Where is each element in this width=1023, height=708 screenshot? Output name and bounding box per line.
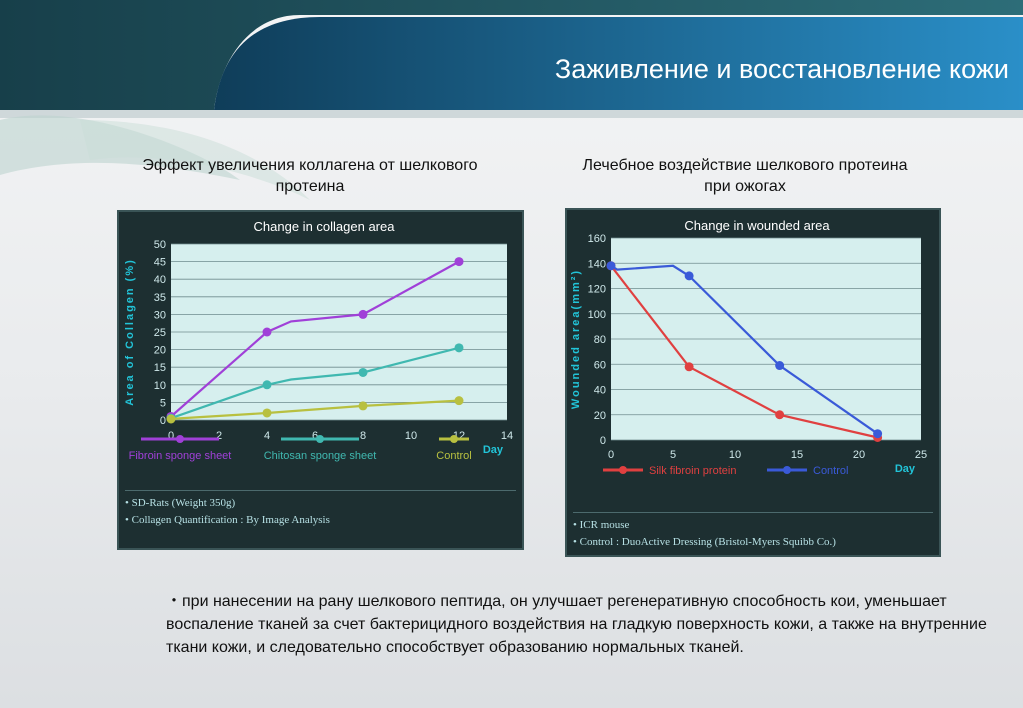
legend-label: Control [813,465,848,477]
summary-text: ・при нанесении на рану шелкового пептида… [166,593,987,656]
series-line [610,265,878,439]
y-tick-label: 40 [154,274,166,286]
x-tick-label: 14 [501,430,513,442]
y-tick-label: 120 [588,284,606,296]
y-tick-label: 45 [154,257,166,269]
data-point [684,362,694,372]
x-tick-label: 25 [915,449,927,461]
x-tick-label: 15 [791,449,803,461]
wound-notes: • ICR mouse • Control : DuoActive Dressi… [573,512,933,551]
y-tick-label: 60 [594,359,606,371]
x-axis-label: Day [483,444,504,456]
y-tick-label: 5 [160,397,166,409]
data-point [358,401,368,411]
data-point [454,396,464,406]
data-point [775,410,785,420]
x-tick-label: 0 [168,430,174,442]
wound-chart: Change in wounded area020406080100120140… [570,218,927,477]
data-point [684,271,694,281]
collagen-note-1: • SD-Rats (Weight 350g) [125,497,236,509]
collagen-chart: Change in collagen area05101520253035404… [124,219,513,462]
y-axis-label: Area of Collagen (%) [124,258,136,406]
legend-label: Fibroin sponge sheet [129,450,232,462]
x-axis-label: Day [895,463,916,475]
data-point [454,257,464,267]
x-tick-label: 8 [360,430,366,442]
x-tick-label: 6 [312,430,318,442]
data-point [262,327,272,337]
slide-title: Заживление и восстановление кожи [554,54,1009,84]
y-tick-label: 40 [594,385,606,397]
collagen-note-2: • Collagen Quantification : By Image Ana… [125,514,330,526]
y-tick-label: 25 [154,327,166,339]
y-tick-label: 160 [588,233,606,245]
y-tick-label: 20 [594,410,606,422]
left-chart-caption: Эффект увеличения коллагена от шелкового… [142,157,478,195]
wound-note-1: • ICR mouse [573,519,630,531]
legend-marker [316,435,324,443]
y-tick-label: 10 [154,380,166,392]
data-point [606,261,616,271]
data-point [358,367,368,377]
x-tick-label: 10 [405,430,417,442]
data-point [262,380,272,390]
x-tick-label: 0 [608,449,614,461]
series-line [170,346,460,420]
legend-marker [783,466,791,474]
legend-marker [176,435,184,443]
right-chart-caption: Лечебное воздействие шелкового протеина … [582,157,908,195]
y-tick-label: 50 [154,239,166,251]
y-tick-label: 140 [588,258,606,270]
y-tick-label: 80 [594,334,606,346]
series-line [610,264,879,435]
y-tick-label: 35 [154,292,166,304]
chart-title: Change in wounded area [684,218,830,233]
data-point [166,414,176,424]
y-tick-label: 30 [154,309,166,321]
y-axis-label: Wounded area(mm²) [570,269,582,409]
y-tick-label: 0 [160,415,166,427]
series-line [170,260,460,418]
legend-label: Silk fibroin protein [649,465,736,477]
y-tick-label: 20 [154,345,166,357]
legend-label: Chitosan sponge sheet [264,450,377,462]
collagen-chart-panel: Change in collagen area 0 5 10 15 20 25 30 35 40 4… [117,210,524,550]
chart-title: Change in collagen area [254,219,396,234]
data-point [873,429,883,439]
data-point [262,408,272,418]
data-point [775,361,785,371]
x-tick-label: 2 [216,430,222,442]
data-point [358,309,368,319]
x-tick-label: 20 [853,449,865,461]
wound-chart-panel: Change in wounded area 0 20 40 60 80 100 120 140… [565,208,941,557]
series-line [170,399,460,420]
legend-marker [450,435,458,443]
y-tick-label: 0 [600,435,606,447]
y-tick-label: 15 [154,362,166,374]
legend-label: Control [436,450,471,462]
legend-marker [619,466,627,474]
y-tick-label: 100 [588,309,606,321]
x-tick-label: 5 [670,449,676,461]
x-tick-label: 10 [729,449,741,461]
collagen-notes: • SD-Rats (Weight 350g) • Collagen Quant… [125,490,516,529]
x-tick-label: 4 [264,430,270,442]
wound-note-2: • Control : DuoActive Dressing (Bristol-… [573,536,836,548]
data-point [454,343,464,353]
